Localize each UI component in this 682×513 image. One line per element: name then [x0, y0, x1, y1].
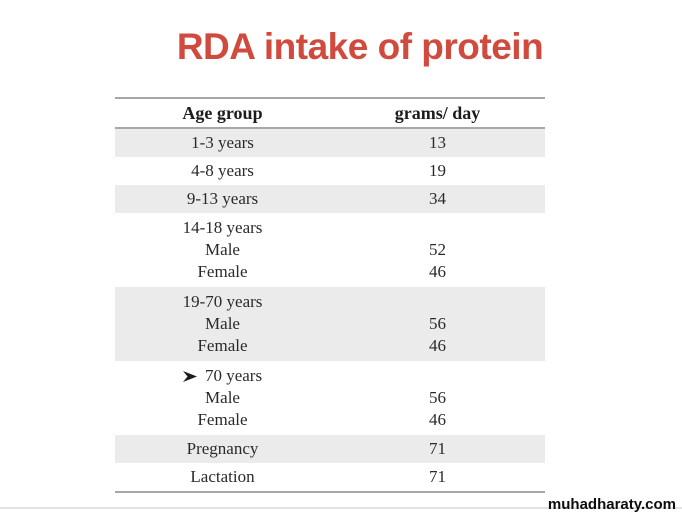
table-row: 14-18 years Male Female 52 46 [115, 213, 545, 287]
grams-value: 71 [429, 439, 446, 458]
grams-value: 56 [429, 314, 446, 333]
age-group-label: 9-13 years [186, 189, 259, 208]
age-group-label: Female [197, 410, 248, 429]
age-group-cell: 9-13 years [115, 188, 330, 210]
table-row: 70 years Male Female 56 46 [115, 361, 545, 435]
age-group-label: Male [205, 388, 240, 407]
age-group-label: 70 years [115, 365, 330, 387]
age-group-cell: 4-8 years [115, 160, 330, 182]
age-group-label: 4-8 years [191, 161, 254, 180]
age-group-label: Pregnancy [186, 439, 259, 458]
age-group-label: 1-3 years [191, 133, 254, 152]
age-group-cell: Lactation [115, 466, 330, 488]
age-group-label: 19-70 years [182, 292, 263, 311]
age-group-label: Male [205, 240, 240, 259]
column-header-grams-day: grams/ day [394, 102, 481, 123]
table-row: 19-70 years Male Female 56 46 [115, 287, 545, 361]
table-row: 1-3 years 13 [115, 129, 545, 157]
grams-value [330, 365, 545, 387]
age-group-label: Male [205, 314, 240, 333]
table-body: 1-3 years 13 4-8 years 19 9-13 years 34 14-18 … [115, 129, 545, 491]
arrow-bullet-icon [182, 365, 197, 387]
grams-value: 46 [429, 336, 446, 355]
grams-per-day-cell: 13 [330, 132, 545, 154]
age-group-label: 14-18 years [182, 218, 263, 237]
grams-per-day-cell: 71 [330, 466, 545, 488]
page-title: RDA intake of protein [176, 26, 544, 67]
grams-value: 56 [429, 388, 446, 407]
table-row: Pregnancy 71 [115, 435, 545, 463]
column-header-age-group: Age group [182, 102, 263, 123]
age-group-label: Female [197, 336, 248, 355]
footer-divider [0, 507, 682, 509]
grams-per-day-cell: 56 46 [330, 365, 545, 431]
table-row: 9-13 years 34 [115, 185, 545, 213]
age-group-label: Female [197, 262, 248, 281]
table-row: Lactation 71 [115, 463, 545, 491]
grams-per-day-cell: 19 [330, 160, 545, 182]
grams-value: 34 [429, 189, 446, 208]
rda-protein-table: Age group grams/ day 1-3 years 13 4-8 year… [115, 97, 545, 493]
table-header-row: Age group grams/ day [115, 99, 545, 129]
grams-per-day-cell: 56 46 [330, 291, 545, 357]
grams-value: 71 [429, 467, 446, 486]
grams-per-day-cell: 34 [330, 188, 545, 210]
age-group-cell: 1-3 years [115, 132, 330, 154]
grams-value [330, 291, 545, 313]
grams-value: 13 [429, 133, 446, 152]
grams-per-day-cell: 52 46 [330, 217, 545, 283]
watermark-text: muhadharaty.com [547, 496, 676, 513]
table-row: 4-8 years 19 [115, 157, 545, 185]
age-group-cell: Pregnancy [115, 438, 330, 460]
grams-per-day-cell: 71 [330, 438, 545, 460]
grams-value: 46 [429, 262, 446, 281]
age-group-cell: 70 years Male Female [115, 365, 330, 431]
grams-value: 19 [429, 161, 446, 180]
age-group-cell: 14-18 years Male Female [115, 217, 330, 283]
grams-value: 52 [429, 240, 446, 259]
age-group-label: Lactation [190, 467, 255, 486]
grams-value [330, 217, 545, 239]
grams-value: 46 [429, 410, 446, 429]
age-group-cell: 19-70 years Male Female [115, 291, 330, 357]
